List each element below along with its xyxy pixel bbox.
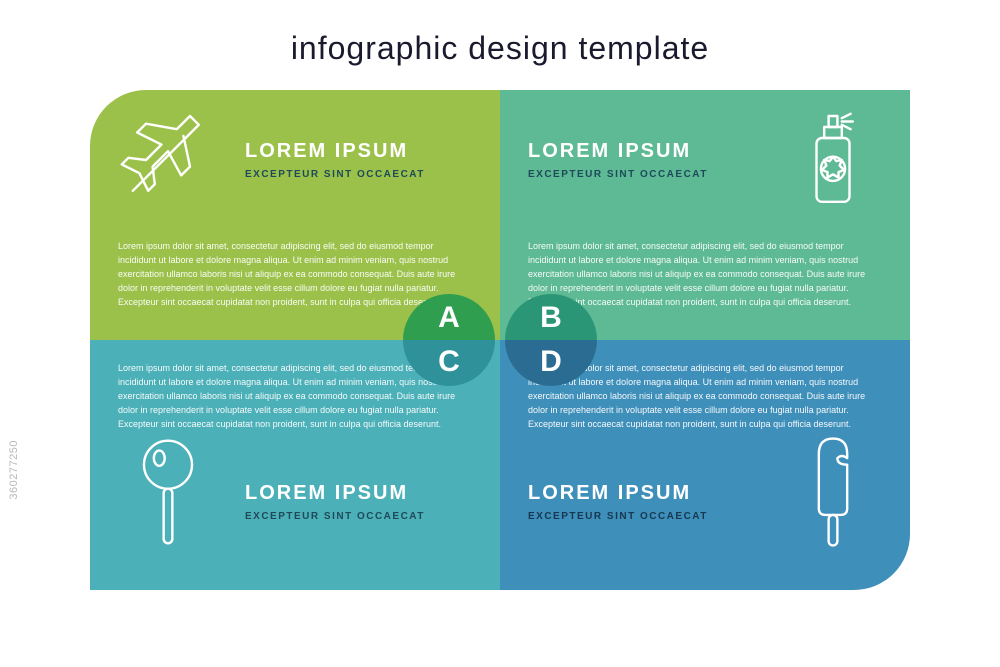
- page-title: infographic design template: [0, 0, 1000, 87]
- popsicle-icon: [755, 432, 910, 572]
- plane-icon: [90, 90, 245, 230]
- panel-c-heading: LOREM IPSUM: [245, 482, 480, 505]
- panel-b-body: Lorem ipsum dolor sit amet, consectetur …: [528, 240, 882, 310]
- panel-a-heading: LOREM IPSUM: [245, 140, 480, 163]
- panel-c-subheading: EXCEPTEUR SINT OCCAECAT: [245, 511, 480, 522]
- panel-d-heading: LOREM IPSUM: [528, 482, 735, 505]
- panel-b-subheading: EXCEPTEUR SINT OCCAECAT: [528, 169, 735, 180]
- watermark-id: 360277250: [8, 440, 20, 500]
- panel-a-body: Lorem ipsum dolor sit amet, consectetur …: [118, 240, 472, 310]
- panel-d-subheading: EXCEPTEUR SINT OCCAECAT: [528, 511, 735, 522]
- spray-icon: [755, 90, 910, 230]
- panel-b-heading: LOREM IPSUM: [528, 140, 735, 163]
- infographic-grid: LOREM IPSUM EXCEPTEUR SINT OCCAECAT Lore…: [90, 90, 910, 590]
- panel-a-subheading: EXCEPTEUR SINT OCCAECAT: [245, 169, 480, 180]
- lollipop-icon: [90, 432, 245, 572]
